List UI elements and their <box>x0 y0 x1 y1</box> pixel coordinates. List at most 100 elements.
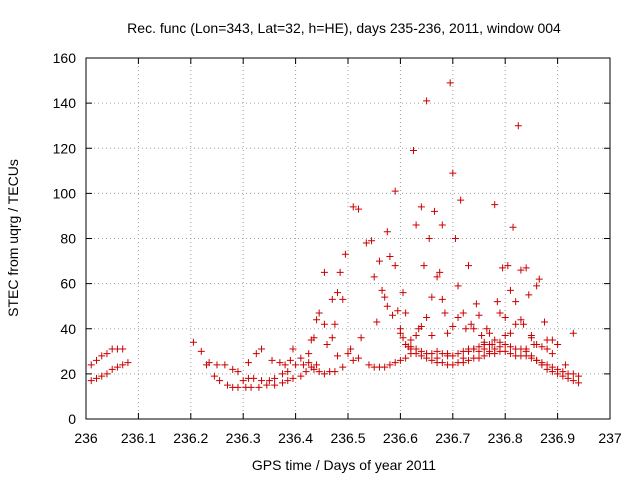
data-point <box>320 320 328 328</box>
data-point <box>491 345 499 353</box>
data-point <box>383 302 391 310</box>
data-point <box>428 356 436 364</box>
data-point <box>250 374 258 382</box>
data-point <box>98 352 106 360</box>
data-point <box>258 377 266 385</box>
x-tick-label: 236.6 <box>383 430 418 446</box>
data-point <box>276 359 284 367</box>
data-point <box>480 352 488 360</box>
data-point <box>491 336 499 344</box>
data-point <box>569 329 577 337</box>
data-point <box>258 345 266 353</box>
data-point <box>362 239 370 247</box>
x-tick-label: 236.8 <box>488 430 523 446</box>
data-point <box>561 361 569 369</box>
data-point <box>506 329 514 337</box>
data-point <box>354 354 362 362</box>
data-point <box>438 295 446 303</box>
data-point <box>496 309 504 317</box>
x-tick-label: 236.2 <box>173 430 208 446</box>
data-point <box>509 223 517 231</box>
data-point <box>504 262 512 270</box>
data-point <box>315 368 323 376</box>
data-point <box>428 350 436 358</box>
data-point <box>310 365 318 373</box>
data-point <box>344 350 352 358</box>
data-point <box>375 257 383 265</box>
y-tick-label: 40 <box>60 321 76 337</box>
data-point <box>428 332 436 340</box>
data-point <box>430 207 438 215</box>
x-tick-label: 236.3 <box>226 430 261 446</box>
grid <box>86 58 610 419</box>
data-point <box>310 334 318 342</box>
data-point <box>216 377 224 385</box>
data-point <box>449 169 457 177</box>
data-point <box>265 377 273 385</box>
data-point <box>438 221 446 229</box>
data-point <box>210 372 218 380</box>
data-point <box>541 318 548 326</box>
data-point <box>554 341 562 349</box>
data-point <box>535 275 543 283</box>
data-point <box>92 374 100 382</box>
x-axis-label: GPS time / Days of year 2011 <box>252 457 436 473</box>
data-point <box>506 286 514 294</box>
data-point <box>331 320 339 328</box>
data-points <box>87 79 583 391</box>
data-point <box>368 237 376 245</box>
data-point <box>271 374 279 382</box>
data-point <box>281 361 289 369</box>
data-point <box>525 291 533 299</box>
data-point <box>328 295 336 303</box>
data-point <box>465 262 473 270</box>
data-point <box>305 350 313 358</box>
data-point <box>459 354 467 362</box>
data-point <box>554 370 562 378</box>
data-point <box>98 372 106 380</box>
data-point <box>373 318 381 326</box>
data-point <box>396 356 404 364</box>
y-tick-label: 20 <box>60 366 76 382</box>
x-tick-label: 236.4 <box>278 430 313 446</box>
data-point <box>247 383 255 391</box>
data-point <box>548 336 556 344</box>
data-point <box>470 345 478 353</box>
data-point <box>491 201 499 209</box>
data-point <box>454 313 462 321</box>
data-point <box>394 307 402 315</box>
data-point <box>475 354 483 362</box>
data-point <box>271 381 279 389</box>
data-point <box>341 250 349 258</box>
y-tick-label: 120 <box>53 140 77 156</box>
data-point <box>517 316 525 324</box>
data-point <box>459 309 467 317</box>
data-point <box>391 262 399 270</box>
data-point <box>564 374 572 382</box>
data-point <box>412 332 420 340</box>
data-point <box>499 264 507 272</box>
data-point <box>284 368 292 376</box>
data-point <box>575 372 583 380</box>
data-point <box>391 359 399 367</box>
data-point <box>381 363 389 371</box>
data-point <box>87 361 95 369</box>
data-point <box>438 350 446 358</box>
data-point <box>506 343 514 351</box>
data-point <box>457 196 465 204</box>
data-point <box>527 334 535 342</box>
data-point <box>465 356 473 364</box>
data-point <box>449 361 457 369</box>
chart-title: Rec. func (Lon=343, Lat=32, h=HE), days … <box>127 20 561 36</box>
data-point <box>113 363 121 371</box>
y-ticks: 0 20 40 60 80 100 120 140 160 <box>53 50 610 427</box>
data-point <box>87 377 95 385</box>
data-point <box>444 329 452 337</box>
data-point <box>279 379 286 387</box>
data-point <box>378 286 386 294</box>
data-point <box>292 361 300 369</box>
y-tick-label: 140 <box>53 95 77 111</box>
x-tick-label: 236.9 <box>540 430 575 446</box>
data-point <box>451 235 459 242</box>
